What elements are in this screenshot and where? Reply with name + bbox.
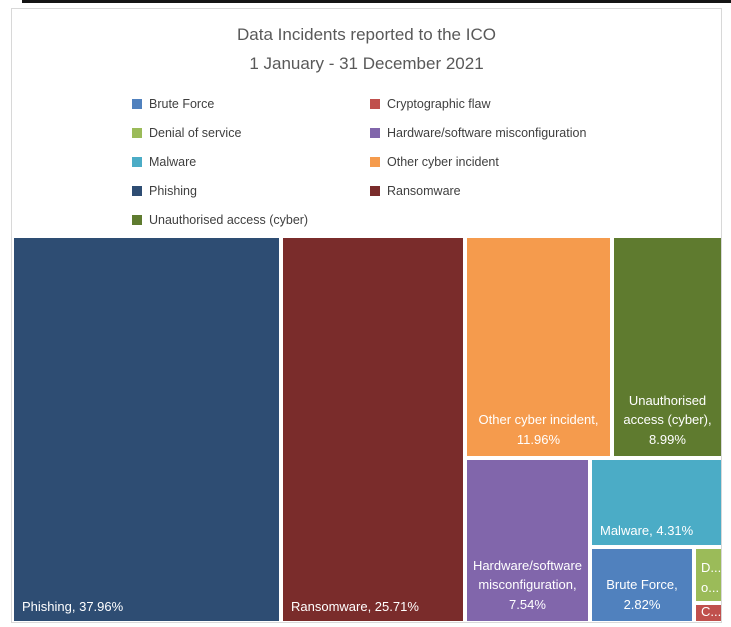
legend-item-hardware-software-misconfiguration[interactable]: Hardware/software misconfiguration [370, 118, 670, 147]
tile-label-other-cyber-incident: Other cyber incident, 11.96% [478, 412, 599, 447]
legend-item-malware[interactable]: Malware [132, 147, 370, 176]
tile-label-cryptographic-flaw: C... [701, 605, 721, 619]
legend-swatch-unauthorised-access-cyber [132, 214, 142, 225]
legend-item-ransomware[interactable]: Ransomware [370, 176, 670, 205]
legend-item-other-cyber-incident[interactable]: Other cyber incident [370, 147, 670, 176]
legend-label: Denial of service [149, 125, 242, 140]
treemap-tile-ransomware[interactable]: Ransomware, 25.71% [283, 238, 463, 621]
treemap-tile-hardware-software-misconfiguration[interactable]: Hardware/software misconfiguration, 7.54… [467, 460, 588, 621]
legend-label: Cryptographic flaw [387, 96, 491, 111]
tile-label-ransomware: Ransomware, 25.71% [291, 598, 419, 614]
legend-item-phishing[interactable]: Phishing [132, 176, 370, 205]
chart-title-block: Data Incidents reported to the ICO 1 Jan… [12, 20, 721, 78]
tile-label-brute-force: Brute Force, 2.82% [606, 577, 678, 612]
treemap-plot-area: Phishing, 37.96% Ransomware, 25.71% Othe… [14, 238, 721, 621]
legend-label: Brute Force [149, 96, 215, 111]
legend-item-unauthorised-access-cyber[interactable]: Unauthorised access (cyber) [132, 205, 370, 234]
legend-swatch-other-cyber-incident [370, 156, 380, 167]
legend-label: Unauthorised access (cyber) [149, 212, 309, 227]
chart-subtitle: 1 January - 31 December 2021 [249, 54, 484, 73]
legend-swatch-cryptographic-flaw [370, 98, 380, 109]
tile-label-denial-of-service: D... o... [701, 560, 721, 595]
legend-swatch-phishing [132, 185, 142, 196]
chart-title: Data Incidents reported to the ICO [237, 25, 496, 44]
treemap-tile-phishing[interactable]: Phishing, 37.96% [14, 238, 279, 621]
tile-label-malware: Malware, 4.31% [600, 522, 694, 538]
legend-item-cryptographic-flaw[interactable]: Cryptographic flaw [370, 89, 670, 118]
legend-swatch-ransomware [370, 185, 380, 196]
treemap-tile-cryptographic-flaw[interactable]: C... [696, 605, 721, 621]
chart-frame: Data Incidents reported to the ICO 1 Jan… [11, 8, 722, 623]
window-top-edge [22, 0, 731, 3]
legend-swatch-malware [132, 156, 142, 167]
legend-item-brute-force[interactable]: Brute Force [132, 89, 370, 118]
legend-swatch-hardware-software-misconfiguration [370, 127, 380, 138]
treemap-tile-unauthorised-access-cyber[interactable]: Unauthorised access (cyber), 8.99% [614, 238, 721, 456]
legend-label: Hardware/software misconfiguration [387, 125, 587, 140]
treemap-tile-other-cyber-incident[interactable]: Other cyber incident, 11.96% [467, 238, 610, 456]
treemap-tile-malware[interactable]: Malware, 4.31% [592, 460, 721, 545]
legend-item-denial-of-service[interactable]: Denial of service [132, 118, 370, 147]
legend-label: Other cyber incident [387, 154, 499, 169]
tile-label-phishing: Phishing, 37.96% [22, 598, 124, 614]
treemap-tile-denial-of-service[interactable]: D... o... [696, 549, 721, 601]
legend-label: Phishing [149, 183, 197, 198]
tile-label-unauthorised-access-cyber: Unauthorised access (cyber), 8.99% [623, 392, 712, 447]
legend-label: Ransomware [387, 183, 461, 198]
legend-swatch-brute-force [132, 98, 142, 109]
legend: Brute Force Cryptographic flaw Denial of… [132, 89, 670, 234]
legend-label: Malware [149, 154, 197, 169]
treemap-tile-brute-force[interactable]: Brute Force, 2.82% [592, 549, 692, 621]
legend-swatch-denial-of-service [132, 127, 142, 138]
tile-label-hardware-software-misconfiguration: Hardware/software misconfiguration, 7.54… [472, 557, 583, 612]
